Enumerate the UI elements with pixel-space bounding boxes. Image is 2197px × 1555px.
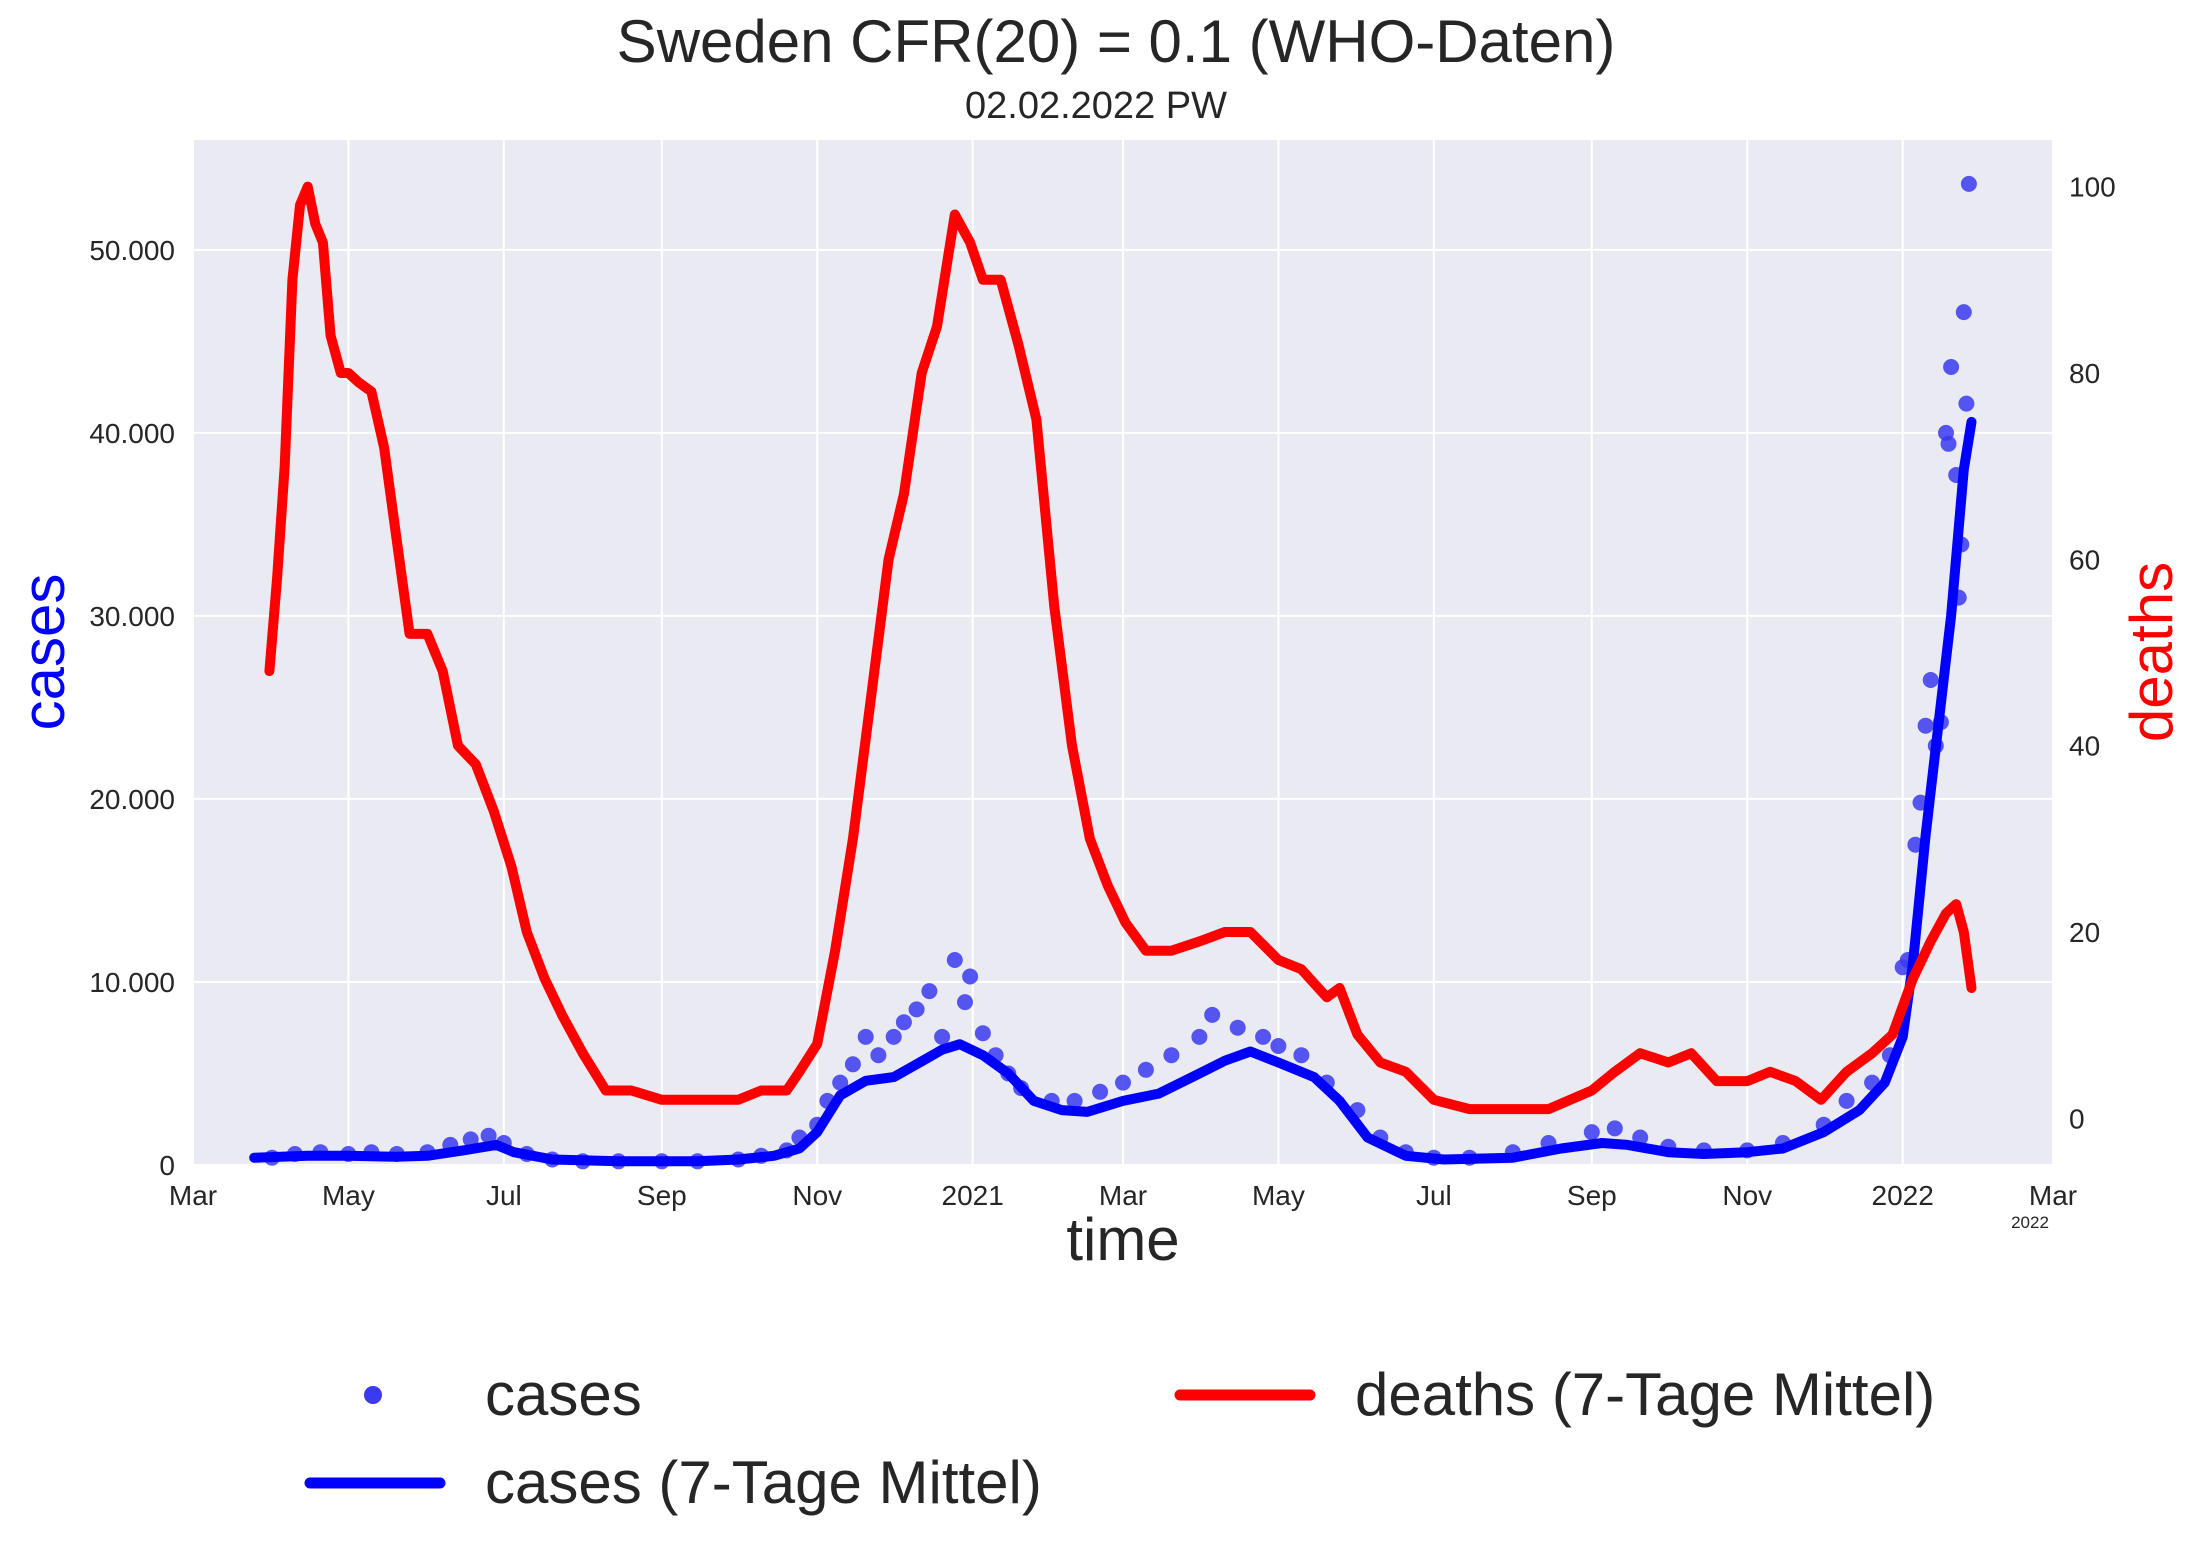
y-left-tick-label: 0	[159, 1150, 175, 1181]
x-tick-label: Mar	[2029, 1180, 2077, 1211]
series-layer	[249, 175, 1977, 1170]
cases-point	[1191, 1028, 1208, 1045]
cases-point	[908, 1001, 925, 1018]
legend-label-cases-avg: cases (7-Tage Mittel)	[485, 1449, 1042, 1516]
legend-marker-cases	[364, 1386, 382, 1404]
chart-title: Sweden CFR(20) = 0.1 (WHO-Daten)	[617, 8, 1616, 75]
cases-point	[844, 1056, 861, 1073]
x-tick-label: May	[322, 1180, 375, 1211]
cases-point	[1066, 1092, 1083, 1109]
x-tick-label: Mar	[1099, 1180, 1147, 1211]
x-tick-label: Nov	[792, 1180, 842, 1211]
axes: Mar May Jul Sep Nov 2021 Mar May Jul Sep Nov 2022 Ma…	[89, 172, 2115, 1211]
cases-point	[1958, 395, 1975, 412]
y-axis-label-right: deaths	[2118, 562, 2185, 742]
cases-point	[1229, 1019, 1246, 1036]
x-tick-label: May	[1252, 1180, 1305, 1211]
cases-point	[1115, 1074, 1131, 1091]
cases-point	[832, 1074, 849, 1091]
y-right-tick-label: 60	[2069, 544, 2100, 575]
cases-point	[1137, 1061, 1154, 1078]
y-axis-label-left: cases	[10, 574, 77, 731]
cases-point	[957, 994, 973, 1011]
cases-point	[1917, 717, 1934, 734]
cases-point	[1204, 1006, 1221, 1023]
y-left-tick-label: 40.000	[89, 418, 175, 449]
cases-point	[1922, 672, 1939, 688]
y-right-tick-label: 80	[2069, 358, 2100, 389]
legend-label-cases: cases	[485, 1361, 642, 1428]
x-tick-label: 2021	[942, 1180, 1004, 1211]
grid	[192, 140, 2054, 1166]
cases-point	[934, 1028, 951, 1045]
cases-point	[857, 1028, 874, 1045]
x-tick-label: Nov	[1722, 1180, 1772, 1211]
cases-point	[480, 1127, 497, 1144]
x-tick-label: Sep	[1567, 1180, 1617, 1211]
y-right-tick-label: 100	[2069, 172, 2116, 203]
y-right-tick-label: 40	[2069, 731, 2100, 762]
x-tick-label: Jul	[486, 1180, 522, 1211]
cases-point	[1255, 1028, 1272, 1045]
y-right-tick-label: 0	[2069, 1103, 2085, 1134]
chart-subtitle: 02.02.2022 PW	[965, 85, 1227, 127]
deaths-avg-line	[264, 181, 1977, 1115]
x-axis-offset-label: 2022	[2011, 1213, 2049, 1232]
cases-point	[921, 983, 938, 1000]
legend: cases deaths (7-Tage Mittel) cases (7-Ta…	[304, 1361, 1935, 1516]
cases-point	[1293, 1047, 1310, 1064]
cases-point	[1092, 1083, 1109, 1100]
cases-point	[1270, 1038, 1287, 1054]
x-tick-label: Jul	[1416, 1180, 1452, 1211]
cases-point	[885, 1028, 902, 1045]
cases-point	[462, 1131, 479, 1148]
y-left-tick-label: 30.000	[89, 601, 175, 632]
cases-point	[1960, 175, 1977, 192]
y-left-tick-label: 20.000	[89, 784, 175, 815]
y-left-tick-label: 50.000	[89, 235, 175, 266]
cases-point	[962, 968, 979, 985]
cases-point	[1606, 1120, 1623, 1137]
x-tick-label: Mar	[169, 1180, 217, 1211]
cases-avg-line	[249, 416, 1977, 1167]
cases-point	[1943, 359, 1960, 375]
x-tick-label: Sep	[637, 1180, 687, 1211]
cases-point	[974, 1025, 991, 1042]
cases-point	[1838, 1092, 1855, 1109]
y-left-tick-label: 10.000	[89, 967, 175, 998]
cases-point	[1163, 1047, 1180, 1064]
cases-point	[1583, 1124, 1600, 1141]
x-tick-label: 2022	[1872, 1180, 1934, 1211]
cases-point	[1940, 435, 1957, 452]
cases-point	[870, 1047, 887, 1064]
x-axis-label: time	[1066, 1206, 1179, 1273]
y-right-tick-label: 20	[2069, 917, 2100, 948]
cases-point	[1955, 304, 1972, 321]
cases-point	[895, 1014, 912, 1031]
legend-label-deaths-avg: deaths (7-Tage Mittel)	[1355, 1361, 1935, 1428]
cases-point	[946, 952, 963, 968]
